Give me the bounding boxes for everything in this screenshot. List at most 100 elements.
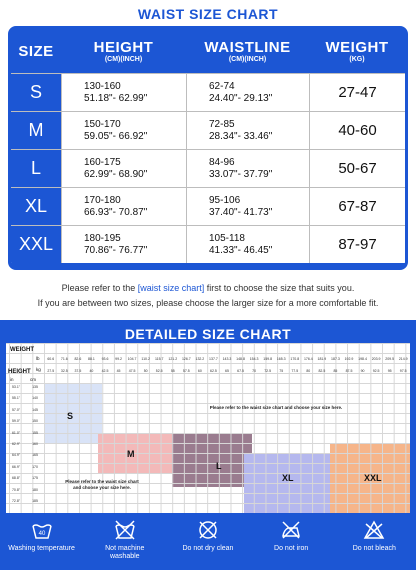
waist-inch: 24.40"- 29.13" [209,92,273,104]
cm-tick: 165 [32,453,38,458]
header-height-label: HEIGHT [93,39,154,56]
care-label: Do not bleach [352,545,396,552]
lb-tick: 203.9 [371,357,381,361]
height-inch: 51.18"- 62.99" [84,92,148,104]
care-label: Do not iron [274,545,309,552]
lb-tick: 82.6 [74,357,82,361]
header-weight: WEIGHT (KG) [309,29,405,73]
care-item: Do not iron [256,516,326,570]
size-row: S 130-160 51.18"- 62.99" 62-74 24.40"- 29.… [11,73,405,111]
weight-value: 50-67 [309,150,405,187]
care-label: Do not dry clean [182,545,234,552]
lb-tick: 176.4 [303,357,313,361]
lb-tick: 121.2 [168,357,178,361]
lb-tick: 132.2 [195,357,205,361]
lb-tick: 159.8 [263,357,273,361]
kg-tick: 75 [279,369,284,373]
lb-tick: 104.7 [127,357,137,361]
waist-cm: 84-96 [209,156,235,168]
lb-tick: 198.4 [358,357,367,361]
weight-value: 27-47 [309,74,405,111]
size-label: M [11,112,61,149]
header-height: HEIGHT (CM)(INCH) [61,29,186,73]
lb-tick: 209.5 [385,357,395,361]
care-item: Do not dry clean [173,516,243,570]
waist-size-chart-title: WAIST SIZE CHART [137,6,279,22]
header-waistline: WAISTLINE (CM)(INCH) [186,29,309,73]
cm-tick: 140 [32,396,38,401]
note-line-2: If you are between two sizes, please cho… [37,298,379,308]
header-weight-unit: (KG) [349,56,365,63]
table-header: SIZE HEIGHT (CM)(INCH) WAISTLINE (CM)(INCH… [11,29,405,73]
weight-value: 67-87 [309,188,405,225]
note-link-waist-chart: [waist size chart] [137,283,205,293]
cm-tick: 145 [32,407,38,412]
note-text-a: Please refer to the [61,283,138,293]
kg-tick: 77.5 [291,369,299,373]
in-tick: 57.0" [11,407,21,412]
header-height-unit: (CM)(INCH) [104,56,143,63]
size-row: XXL 180-195 70.86"- 76.77" 105-118 41.33"-… [11,225,405,263]
kg-tick: 80 [306,369,311,373]
kg-tick: 37.5 [74,369,82,373]
detailed-size-grid: WEIGHT lb kg HEIGHT in cm 60.6 27.5 71.6 32… [6,343,410,513]
cm-tick: 180 [32,487,38,492]
kg-tick: 72.5 [264,369,272,373]
kg-tick: 92.5 [372,369,380,373]
waist-cm: 72-85 [209,118,235,130]
height-cm: 130-160 [84,80,121,92]
kg-tick: 52.5 [155,369,163,373]
waist-cm: 62-74 [209,80,235,92]
height-inch: 62.99"- 68.90" [84,168,148,180]
kg-tick: 97.5 [399,369,407,373]
kg-tick: 85 [333,369,338,373]
size-region-label: M [127,449,135,459]
kg-tick: 27.5 [47,369,55,373]
header-waist-label: WAISTLINE [204,39,291,56]
ref-note-left-line2: and choose your size here. [73,485,131,490]
kg-tick: 57.5 [182,369,190,373]
height-value: 160-175 62.99"- 68.90" [61,150,186,187]
kg-tick: 95 [387,369,392,373]
unit-kg: kg [36,367,41,372]
cm-tick: 170 [32,464,38,469]
waist-size-table: SIZE HEIGHT (CM)(INCH) WAISTLINE (CM)(INCH… [8,26,408,270]
note-line-1: Please refer to the [waist size chart] f… [0,283,416,293]
lb-tick: 110.2 [141,357,150,361]
kg-tick: 65 [225,369,229,373]
height-value: 170-180 66.93"- 70.87" [61,188,186,225]
size-row: L 160-175 62.99"- 68.90" 84-96 33.07"- 37.… [11,149,405,187]
waist-inch: 41.33"- 46.45" [209,244,273,256]
cm-tick: 175 [32,476,38,481]
note-text-c: first to choose the size that suits you. [204,283,355,293]
lb-tick: 181.9 [317,357,327,361]
ref-note-left-line1: Please refer to the waist size chart [65,479,139,484]
header-size: SIZE [11,29,61,73]
waist-value: 72-85 28.34"- 33.46" [186,112,309,149]
kg-tick: 32.5 [60,369,68,373]
weight-value: 40-60 [309,112,405,149]
height-cm: 180-195 [84,232,121,244]
waist-cm: 105-118 [209,232,245,244]
in-tick: 66.9" [11,464,21,469]
height-value: 150-170 59.05"- 66.92" [61,112,186,149]
care-icons: 40 Washing temperature Not machine washabl… [0,516,416,570]
kg-tick: 55 [170,369,175,373]
no-dry-clean-icon [199,521,217,539]
size-label: XL [11,188,61,225]
in-tick: 59.0" [11,419,21,424]
kg-tick: 87.5 [345,369,353,373]
lb-tick: 93.6 [101,357,109,361]
no-machine-wash-icon [115,520,135,540]
lb-tick: 126.7 [181,357,191,361]
unit-cm: cm [30,377,36,382]
height-cm: 170-180 [84,194,121,206]
kg-tick: 45 [116,369,121,373]
care-label: Not machine washable [105,545,145,560]
no-iron-icon [282,521,301,539]
unit-lb: lb [36,356,40,361]
waist-inch: 28.34"- 33.46" [209,130,273,142]
in-tick: 72.8" [11,499,21,503]
height-cm: 150-170 [84,118,121,130]
height-inch: 59.05"- 66.92" [84,130,148,142]
